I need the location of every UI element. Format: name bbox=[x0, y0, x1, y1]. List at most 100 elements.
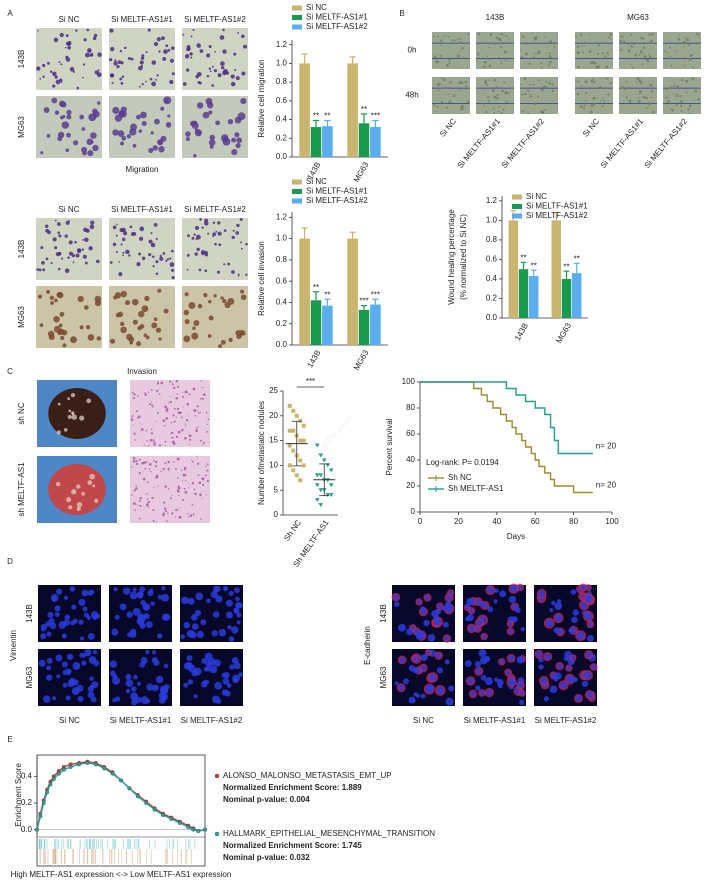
cell bbox=[139, 60, 144, 65]
cell bbox=[150, 131, 154, 135]
cell bbox=[642, 95, 646, 99]
image-background bbox=[520, 77, 558, 114]
cell bbox=[549, 40, 553, 43]
cell bbox=[680, 104, 683, 108]
row-label: MG63 bbox=[25, 666, 34, 688]
cell bbox=[153, 317, 158, 322]
cell bbox=[697, 41, 700, 44]
cell bbox=[173, 420, 176, 423]
row-label: MG63 bbox=[17, 306, 26, 328]
cell bbox=[141, 256, 146, 261]
cell bbox=[131, 466, 133, 468]
cell bbox=[214, 681, 223, 690]
cell bbox=[74, 240, 77, 244]
cell bbox=[520, 626, 525, 632]
cell bbox=[652, 80, 654, 82]
cell bbox=[680, 110, 683, 113]
cell bbox=[133, 432, 136, 435]
cell bbox=[162, 419, 166, 422]
cell bbox=[512, 681, 518, 686]
cell bbox=[83, 612, 89, 618]
cell bbox=[138, 458, 141, 461]
y-tick-label: 0.8 bbox=[276, 77, 288, 86]
cell bbox=[39, 77, 42, 80]
point bbox=[301, 423, 306, 428]
legend-swatch bbox=[292, 15, 302, 20]
cell bbox=[446, 63, 449, 67]
cell bbox=[130, 123, 138, 131]
cell bbox=[235, 330, 242, 336]
cell bbox=[111, 628, 119, 636]
cell bbox=[651, 32, 654, 36]
cell bbox=[115, 234, 118, 237]
cell bbox=[676, 85, 680, 89]
cell bbox=[151, 404, 154, 407]
cell bbox=[533, 36, 536, 39]
row-label: sh MELTF-AS1 bbox=[17, 462, 26, 517]
cell bbox=[111, 81, 114, 84]
cell bbox=[208, 299, 212, 304]
cell bbox=[163, 308, 169, 314]
cell bbox=[509, 100, 511, 103]
cell bbox=[155, 460, 158, 464]
cell bbox=[117, 130, 125, 137]
legend-marker bbox=[214, 773, 220, 779]
cell bbox=[192, 28, 195, 31]
cell bbox=[150, 428, 153, 431]
cell bbox=[198, 481, 202, 485]
cell bbox=[509, 90, 511, 92]
cell bbox=[175, 516, 177, 518]
y-tick-label: 1.0 bbox=[276, 234, 288, 243]
n-label: n= 20 bbox=[596, 481, 617, 490]
bar bbox=[528, 276, 539, 318]
cell bbox=[113, 61, 118, 66]
cell bbox=[182, 473, 186, 477]
cell bbox=[683, 65, 686, 68]
cell bbox=[145, 80, 147, 83]
cell bbox=[67, 45, 71, 50]
cell bbox=[85, 228, 90, 233]
cell bbox=[138, 236, 144, 241]
micrograph bbox=[130, 380, 210, 447]
cell bbox=[457, 52, 460, 54]
micrograph bbox=[36, 96, 102, 158]
cell bbox=[231, 626, 239, 634]
cell bbox=[191, 623, 199, 631]
cell bbox=[147, 445, 150, 447]
cell bbox=[138, 471, 142, 475]
cell bbox=[570, 589, 577, 595]
cell bbox=[58, 234, 62, 238]
cell bbox=[197, 462, 200, 465]
micrograph bbox=[463, 583, 526, 642]
cell bbox=[198, 412, 200, 414]
cell bbox=[491, 89, 495, 93]
cell bbox=[241, 331, 246, 336]
cell bbox=[580, 45, 582, 47]
cell bbox=[167, 488, 170, 490]
cell bbox=[158, 696, 166, 704]
cell bbox=[540, 110, 544, 114]
micrograph bbox=[130, 456, 210, 523]
cell bbox=[184, 54, 190, 59]
y-tick-label: 0.6 bbox=[486, 255, 498, 264]
cell bbox=[81, 146, 88, 153]
y-tick-label: 15 bbox=[269, 436, 278, 445]
cell bbox=[440, 101, 444, 104]
cell bbox=[437, 82, 441, 86]
caption: Migration bbox=[126, 165, 159, 174]
micrograph bbox=[109, 28, 175, 90]
cell bbox=[140, 696, 149, 705]
bar bbox=[370, 127, 381, 157]
cell bbox=[437, 66, 439, 68]
cell bbox=[517, 682, 524, 689]
cell bbox=[461, 47, 464, 50]
cell bbox=[441, 606, 446, 611]
nodule bbox=[57, 402, 61, 406]
cell bbox=[66, 653, 74, 661]
cell bbox=[585, 99, 587, 102]
cell bbox=[606, 77, 609, 80]
cell bbox=[165, 122, 172, 128]
cell bbox=[175, 380, 179, 383]
cell bbox=[528, 62, 531, 65]
bar bbox=[518, 269, 529, 318]
